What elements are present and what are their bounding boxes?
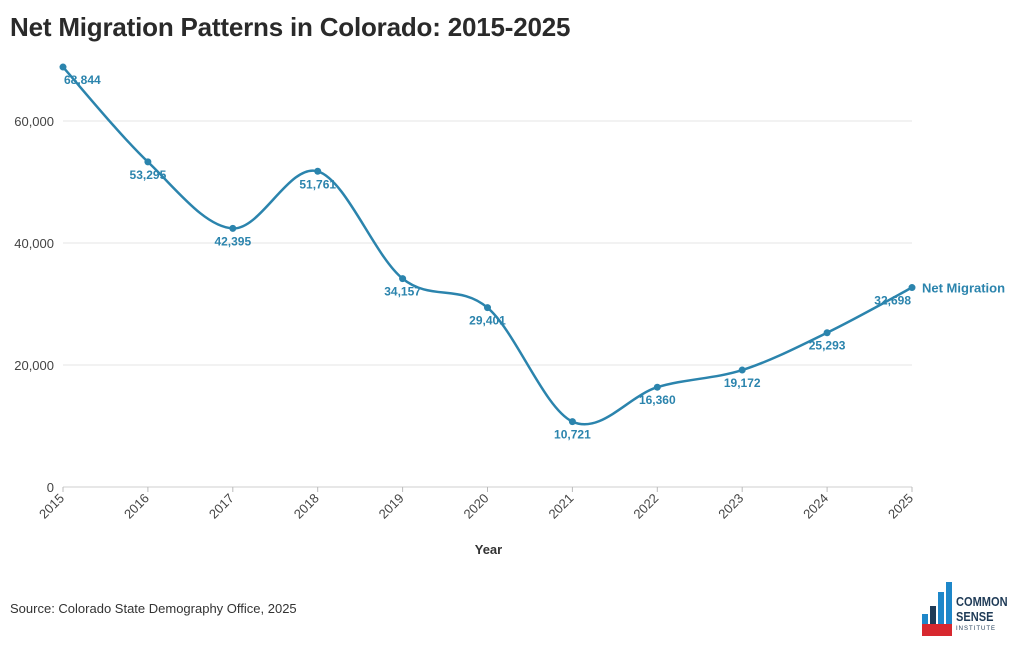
data-label: 25,293 [809, 339, 846, 353]
source-note: Source: Colorado State Demography Office… [10, 601, 297, 616]
data-point [144, 158, 152, 166]
data-point [908, 284, 916, 292]
y-tick-label: 0 [47, 480, 54, 495]
data-label: 32,698 [874, 294, 911, 308]
x-tick-label: 2017 [206, 491, 237, 522]
data-label: 51,761 [299, 177, 336, 191]
x-tick-label: 2025 [885, 491, 916, 522]
logo-text-institute: INSTITUTE [956, 626, 996, 632]
common-sense-institute-logo: COMMON SENSE INSTITUTE [920, 578, 1016, 640]
x-axis-title: Year [475, 542, 502, 557]
y-tick-label: 40,000 [14, 236, 54, 251]
y-tick-label: 60,000 [14, 114, 54, 129]
x-tick-label: 2023 [715, 491, 746, 522]
data-label: 34,157 [384, 285, 421, 299]
data-point [568, 418, 576, 426]
data-point [399, 275, 407, 283]
x-tick-label: 2024 [800, 491, 831, 522]
data-label: 68,844 [64, 73, 101, 87]
data-point [823, 329, 831, 337]
logo-text-sense: SENSE [956, 609, 994, 624]
x-tick-label: 2018 [291, 491, 322, 522]
x-tick-label: 2022 [630, 491, 661, 522]
x-tick-label: 2019 [376, 491, 407, 522]
data-label: 29,401 [469, 314, 506, 328]
data-point [484, 304, 491, 312]
data-label: 53,295 [130, 168, 167, 182]
gridlines [63, 120, 912, 366]
x-tick-label: 2020 [461, 491, 492, 522]
data-point [59, 63, 67, 71]
data-point [738, 366, 746, 374]
y-tick-label: 20,000 [14, 358, 54, 373]
data-point [314, 167, 322, 175]
data-label: 16,360 [639, 393, 676, 407]
chart-title: Net Migration Patterns in Colorado: 2015… [10, 12, 571, 42]
series-line [61, 65, 914, 426]
data-label: 42,395 [214, 234, 251, 248]
data-points [59, 63, 916, 426]
logo-text-common: COMMON [956, 594, 1008, 609]
data-point [229, 224, 237, 232]
x-tick-label: 2021 [545, 491, 576, 522]
series-name-label: Net Migration [922, 281, 1005, 296]
data-label: 10,721 [554, 428, 591, 442]
data-label: 19,172 [724, 376, 761, 390]
data-labels: 68,844 53,295 42,395 51,761 34,157 29,401 10,7… [64, 73, 1005, 442]
x-tick-label: 2015 [36, 491, 67, 522]
data-point [653, 383, 661, 391]
logo-bars-icon [922, 582, 952, 636]
x-tick-label: 2016 [121, 491, 152, 522]
series-line-layer [61, 65, 914, 426]
